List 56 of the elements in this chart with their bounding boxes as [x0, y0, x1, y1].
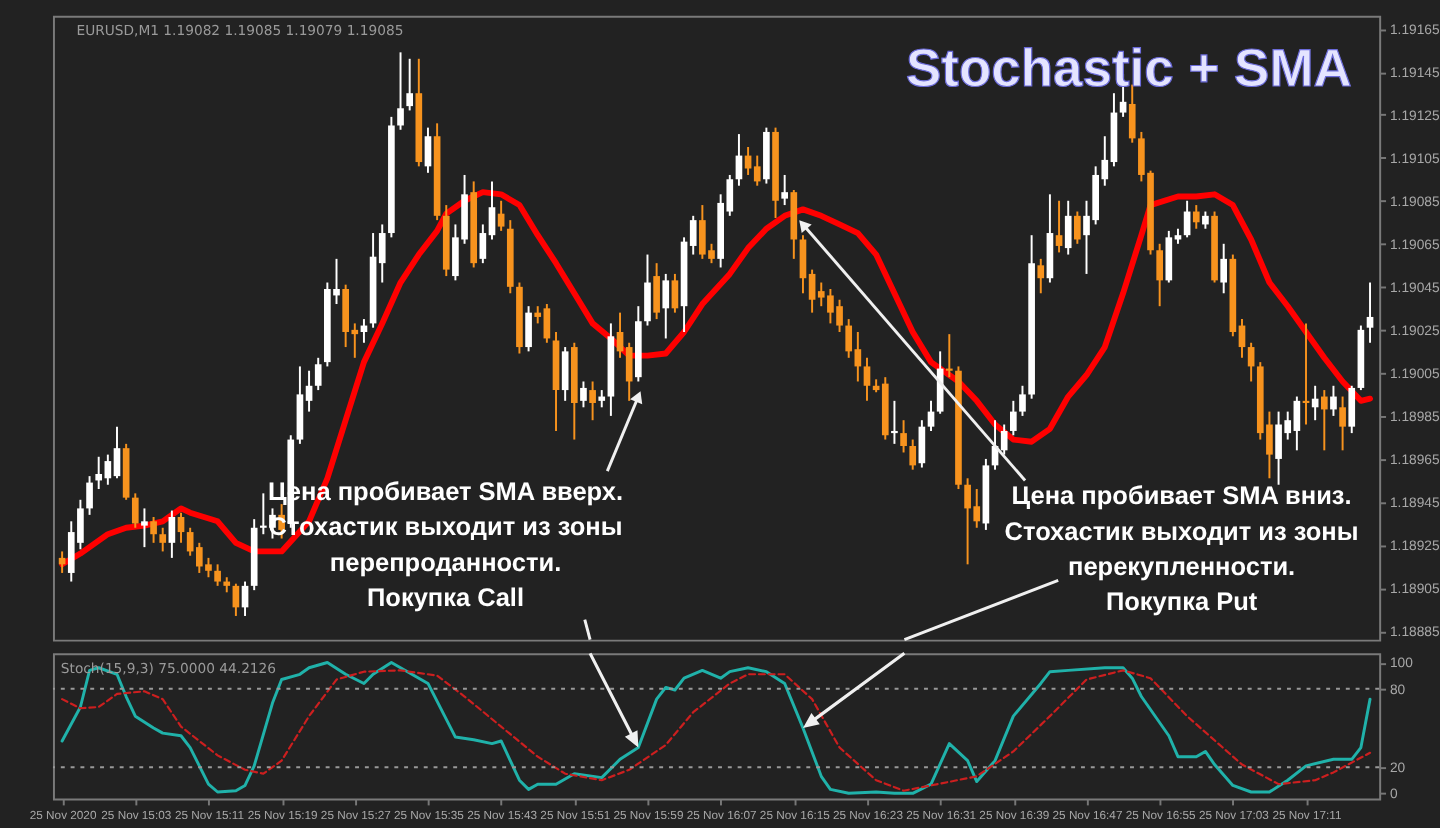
candlestick — [1156, 242, 1164, 308]
candlestick — [95, 455, 103, 491]
candlestick — [799, 234, 807, 295]
candlestick — [1128, 83, 1136, 144]
candlestick — [653, 262, 660, 321]
candlestick — [1064, 199, 1072, 256]
candlestick — [260, 492, 267, 536]
candlestick — [406, 57, 414, 112]
candlestick — [1320, 389, 1328, 452]
candlestick — [86, 475, 93, 516]
candlestick — [1037, 257, 1045, 295]
candlestick — [763, 126, 770, 185]
candlestick — [296, 365, 304, 445]
candlestick — [580, 380, 587, 409]
candlestick — [662, 272, 670, 340]
candlestick — [113, 425, 121, 480]
candlestick — [1366, 281, 1374, 344]
candlestick — [1348, 384, 1356, 435]
candlestick — [159, 526, 167, 553]
candlestick — [845, 318, 853, 359]
candlestick — [589, 380, 596, 422]
candlestick — [945, 333, 953, 379]
candlestick — [314, 356, 322, 392]
candlestick — [1330, 384, 1337, 417]
candlestick — [781, 173, 789, 207]
candlestick — [1046, 193, 1054, 284]
candlestick — [525, 305, 532, 353]
candlestick — [168, 509, 176, 559]
candlestick — [1010, 399, 1017, 437]
candlestick — [644, 253, 651, 327]
candlestick — [424, 126, 432, 174]
candlestick — [177, 511, 185, 544]
candlestick — [1055, 199, 1063, 254]
candlestick — [1019, 384, 1026, 417]
candlestick — [1074, 210, 1081, 245]
candlestick — [150, 516, 157, 544]
candlestick — [863, 356, 871, 402]
candlestick — [790, 189, 798, 260]
candlestick — [753, 154, 761, 187]
candlestick — [1192, 204, 1200, 230]
candlestick — [1220, 242, 1228, 295]
candlestick — [1165, 229, 1173, 284]
candlestick — [909, 438, 917, 471]
candlestick — [397, 51, 404, 131]
annotation: Цена пробивает SMA вниз. Стохастик выходит из зоны перекупленности. Покупка Put — [1004, 480, 1359, 617]
chart-title: Stochastic + SMA — [906, 38, 1352, 99]
candlestick — [141, 507, 148, 549]
candlestick — [927, 399, 935, 432]
candlestick — [1339, 395, 1346, 452]
candlestick — [214, 563, 221, 587]
candlestick — [561, 346, 569, 402]
candlestick — [497, 199, 505, 232]
candlestick — [900, 419, 907, 454]
candlestick — [131, 492, 139, 529]
candlestick — [891, 399, 898, 445]
candlestick — [671, 272, 679, 314]
